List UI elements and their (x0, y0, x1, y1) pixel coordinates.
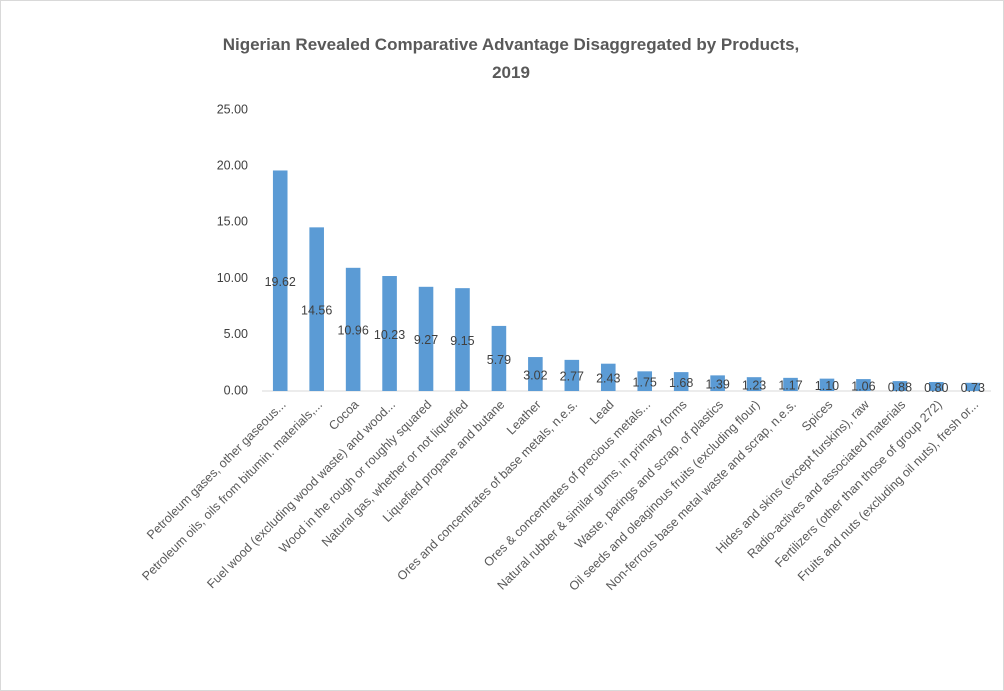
data-label: 19.62 (265, 275, 296, 289)
bar (673, 372, 689, 391)
bar (309, 227, 324, 391)
bar (345, 267, 361, 391)
data-label: 1.75 (633, 375, 657, 389)
data-label: 10.23 (374, 328, 405, 342)
bar (856, 379, 871, 391)
bar (491, 325, 507, 391)
data-label: 1.06 (851, 379, 875, 393)
bar (564, 359, 580, 391)
bar (746, 377, 762, 391)
data-label: 5.79 (487, 353, 511, 367)
data-label: 1.39 (705, 377, 729, 391)
x-tick-label: Lead (587, 398, 617, 428)
data-label: 10.96 (337, 324, 368, 338)
bar (710, 375, 725, 391)
bar (528, 357, 543, 391)
data-label: 1.68 (669, 376, 693, 390)
data-label: 2.77 (560, 370, 584, 384)
x-tick-label: Fertilizers (other than those of group 2… (772, 398, 945, 571)
bar (455, 288, 470, 391)
data-label: 0.80 (924, 381, 948, 395)
bar (819, 378, 835, 391)
bar (418, 286, 434, 391)
bar (382, 276, 397, 391)
y-tick-label: 15.00 (217, 215, 248, 229)
data-label: 1.10 (815, 379, 839, 393)
y-tick-label: 0.00 (224, 383, 248, 397)
bar (929, 382, 944, 391)
x-tick-label: Cocoa (326, 398, 361, 433)
y-tick-label: 25.00 (217, 102, 248, 116)
y-tick-label: 5.00 (224, 327, 248, 341)
chart-title: Nigerian Revealed Comparative Advantage … (222, 35, 800, 82)
y-tick-label: 10.00 (217, 271, 248, 285)
data-label: 9.27 (414, 333, 438, 347)
bar (892, 381, 908, 391)
data-label: 1.23 (742, 378, 766, 392)
data-label: 3.02 (523, 368, 547, 382)
bar (272, 170, 288, 391)
data-label: 2.43 (596, 372, 620, 386)
data-label: 1.17 (778, 379, 802, 393)
y-tick-label: 20.00 (217, 158, 248, 172)
data-label: 9.15 (450, 334, 474, 348)
data-label: 0.88 (888, 380, 912, 394)
bar (637, 371, 653, 391)
data-label: 0.73 (961, 381, 985, 395)
data-label: 14.56 (301, 303, 332, 317)
bar (600, 363, 616, 391)
bar (965, 382, 981, 391)
bar (783, 377, 798, 391)
